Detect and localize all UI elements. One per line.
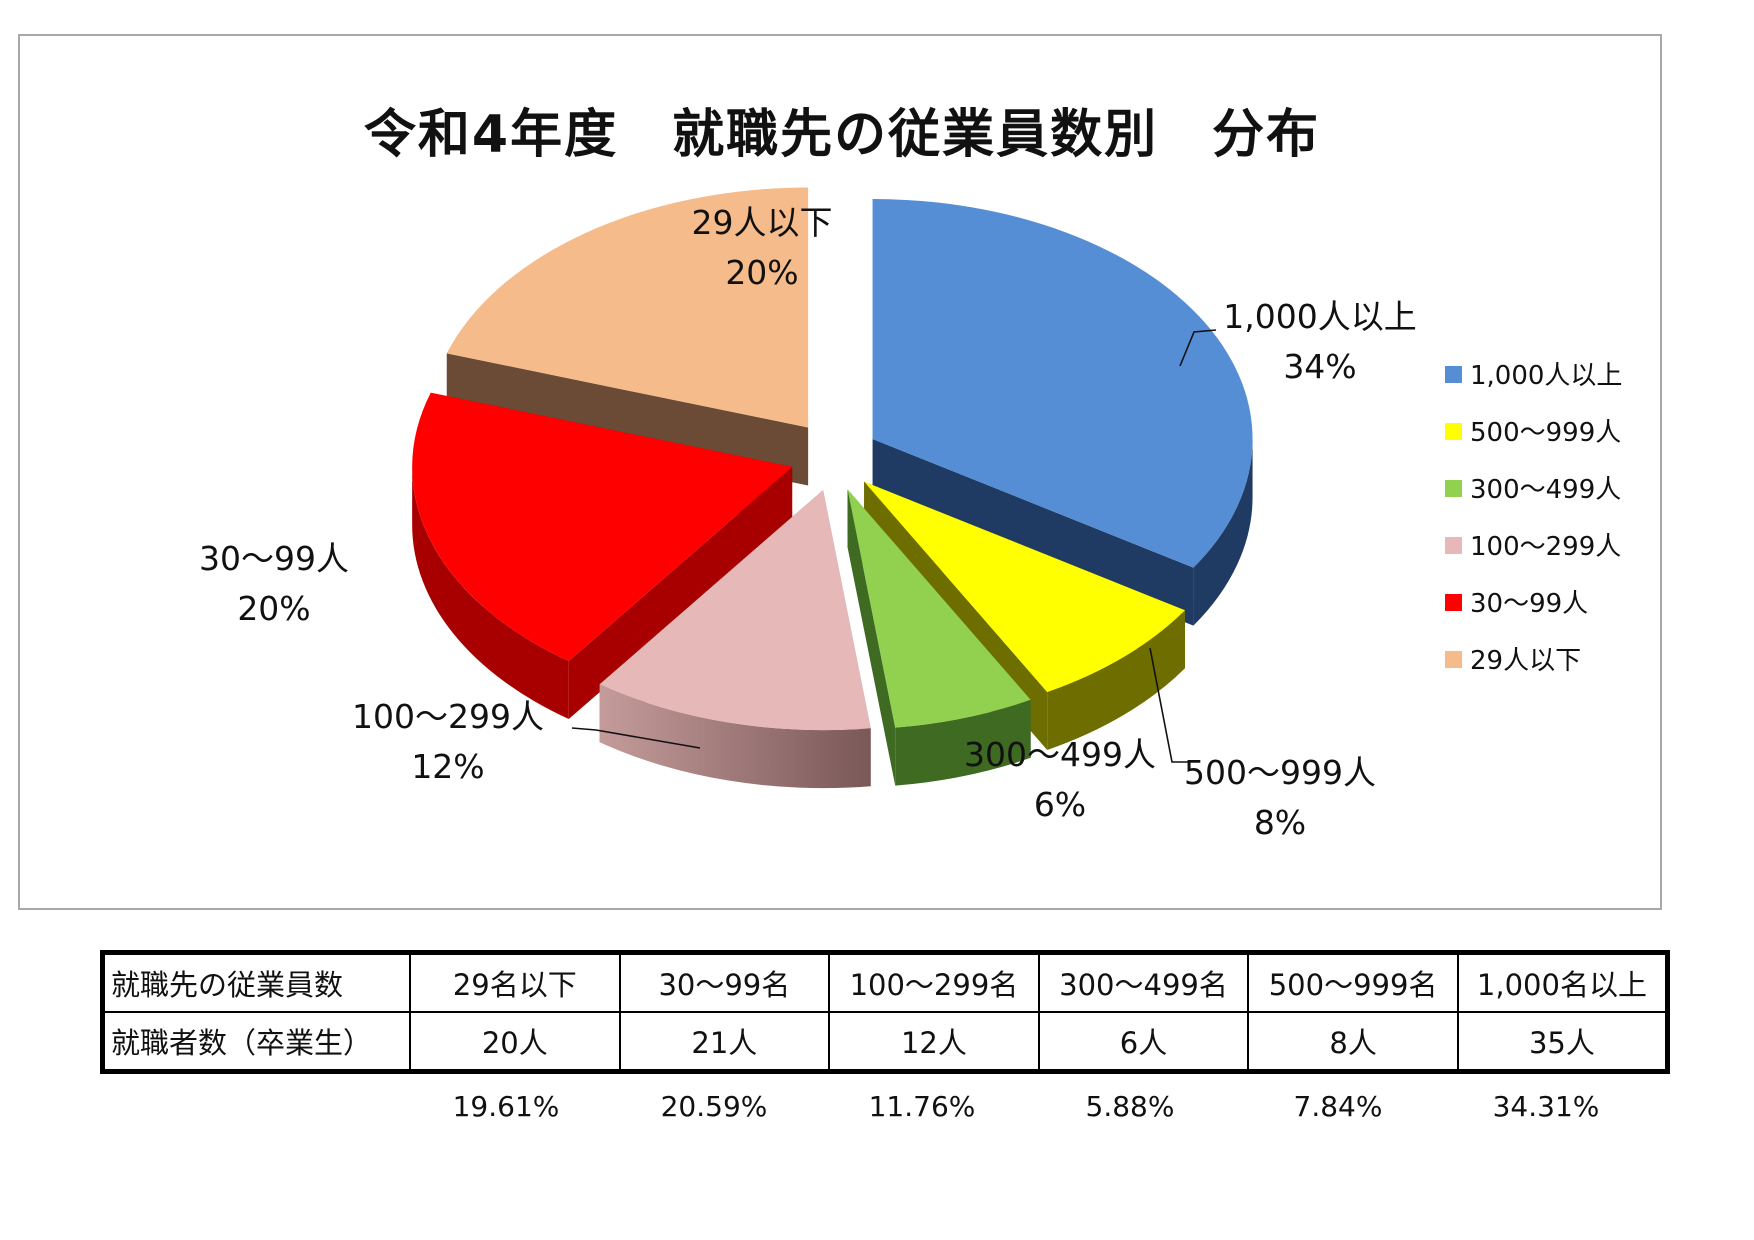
legend-label: 100〜299人 [1470,532,1621,562]
slice-top [412,392,793,662]
slice-category-label: 500〜999人 [1184,753,1376,792]
slice-wall [847,489,896,786]
percentage-value: 7.84% [1293,1090,1383,1123]
legend-swatch [1445,537,1462,554]
pie-slice-4 [412,392,793,720]
percentage-value: 19.61% [452,1090,560,1123]
slice-top [864,481,1185,692]
legend-swatch [1445,651,1462,668]
chart-frame: 令和4年度 就職先の従業員数別 分布 1,000人以上 34% 500〜999人 8%… [18,34,1662,910]
leader-line [571,727,701,749]
slice-outer-wall [412,466,569,720]
slice-label-0: 1,000人以上 34% [1179,297,1417,386]
pie-slice-2 [847,489,1031,786]
slice-wall [568,466,793,720]
leader-line [1179,329,1217,367]
table-row-header-employees: 就職先の従業員数 [101,951,411,1013]
table-cell-count: 12人 [828,1011,1040,1073]
percentage-value: 5.88% [1085,1090,1175,1123]
pie-slice-3 [599,490,871,789]
slice-category-label: 1,000人以上 [1223,297,1416,336]
table-col-header: 1,000名以上 [1456,951,1669,1013]
table-col-header: 30〜99名 [618,951,831,1013]
slice-percent-label: 6% [1034,785,1086,824]
table-row-header-graduates: 就職者数（卒業生） [101,1011,411,1073]
legend-label: 29人以下 [1470,646,1581,676]
table-cell-count: 8人 [1247,1011,1459,1073]
table-col-header: 100〜299名 [828,951,1040,1013]
leader-line [1149,647,1190,763]
slice-category-label: 100〜299人 [352,697,544,736]
slice-top [599,490,871,731]
table-cell-count: 20人 [409,1011,621,1073]
legend-swatch [1445,594,1462,611]
pie-slice-0 [872,199,1253,626]
slice-outer-wall [599,684,871,789]
legend-item-2: 300〜499人 [1445,475,1621,505]
table-cell-count: 35人 [1456,1011,1669,1073]
table-col-header: 29名以下 [409,951,621,1013]
slice-percent-label: 12% [411,747,484,786]
slice-percent-label: 20% [237,589,310,628]
table-cell-count: 6人 [1037,1011,1250,1073]
slice-top [446,187,809,428]
slice-outer-wall [1193,439,1253,626]
percentage-value: 20.59% [660,1090,768,1123]
summary-table: 就職先の従業員数 29名以下 30〜99名 100〜299名 300〜499名 … [100,950,1670,1074]
slice-wall [872,439,1194,626]
legend-swatch [1445,480,1462,497]
legend-label: 1,000人以上 [1470,361,1622,391]
legend: 1,000人以上 500〜999人 300〜499人 100〜299人 30〜99人 29… [1445,361,1622,676]
legend-item-1: 500〜999人 [1445,418,1621,448]
slice-percent-label: 34% [1283,347,1356,386]
slice-top [847,489,1031,728]
legend-item-4: 30〜99人 [1445,589,1588,619]
slice-label-3: 100〜299人 12% [352,697,701,786]
slice-label-1: 500〜999人 8% [1149,647,1376,842]
slice-labels: 1,000人以上34%500〜999人8%300〜499人6%100〜299人1… [199,203,1417,842]
slice-label-5: 29人以下 20% [692,203,833,292]
slice-label-4: 30〜99人 20% [199,539,349,628]
slice-category-label: 30〜99人 [199,539,349,578]
slice-percent-label: 8% [1254,803,1306,842]
legend-swatch [1445,423,1462,440]
slice-outer-wall [895,699,1031,786]
slice-percent-label: 20% [725,253,798,292]
chart-title: 令和4年度 就職先の従業員数別 分布 [363,105,1321,165]
legend-swatch [1445,366,1462,383]
table-header-row: 就職先の従業員数 29名以下 30〜99名 100〜299名 300〜499名 … [101,951,1669,1013]
table-col-header: 300〜499名 [1037,951,1250,1013]
legend-label: 500〜999人 [1470,418,1621,448]
table-count-row: 就職者数（卒業生） 20人 21人 12人 6人 8人 35人 [101,1011,1669,1073]
legend-item-5: 29人以下 [1445,646,1581,676]
table-col-header: 500〜999名 [1247,951,1459,1013]
legend-label: 30〜99人 [1470,589,1588,619]
slice-outer-wall [1047,610,1185,750]
pie-slices [412,187,1253,789]
slice-category-label: 300〜499人 [964,735,1156,774]
slice-top [872,199,1253,568]
percentage-value: 34.31% [1492,1090,1600,1123]
slice-label-2: 300〜499人 6% [964,735,1156,824]
legend-item-0: 1,000人以上 [1445,361,1622,391]
table-cell-count: 21人 [618,1011,831,1073]
legend-item-3: 100〜299人 [1445,532,1621,562]
pie-chart: 1,000人以上34%500〜999人8%300〜499人6%100〜299人1… [199,187,1622,842]
slice-category-label: 29人以下 [692,203,833,242]
legend-label: 300〜499人 [1470,475,1621,505]
percentage-value: 11.76% [868,1090,976,1123]
percentage-row: 19.61% 20.59% 11.76% 5.88% 7.84% 34.31% [100,1090,1670,1134]
